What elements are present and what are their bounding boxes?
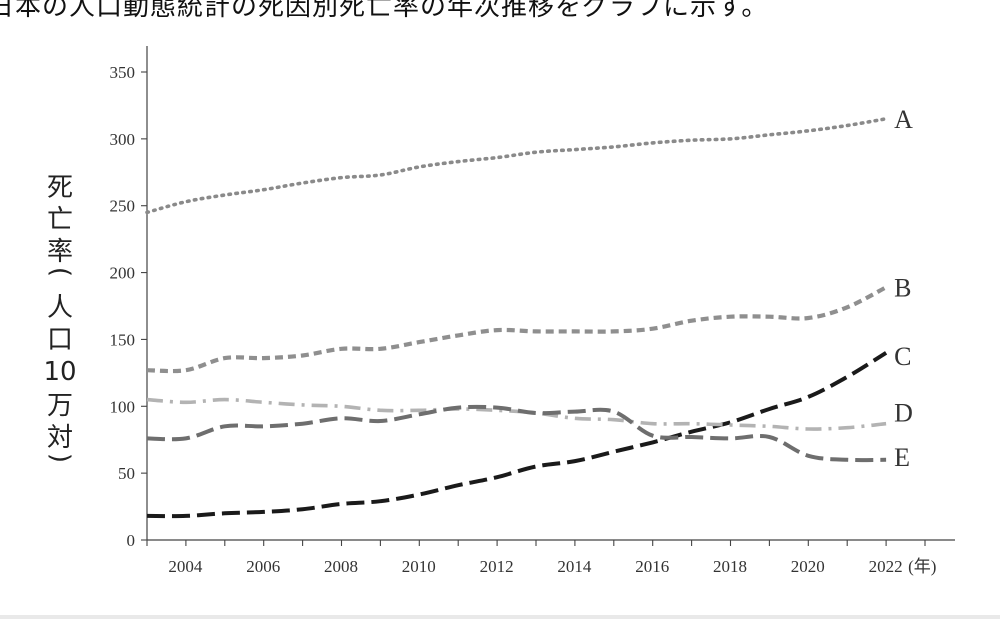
y-tick-label: 150 xyxy=(110,330,136,349)
series-line-e xyxy=(146,404,887,463)
x-tick-label: 2014 xyxy=(557,557,592,576)
series-label-a: A xyxy=(894,105,913,134)
y-tick-label: 250 xyxy=(110,197,136,216)
x-tick-label: 2012 xyxy=(480,557,514,576)
series-line-b xyxy=(146,285,888,374)
series-label-d: D xyxy=(894,399,913,428)
caption: 日本の人口動態統計の死因別死亡率の年次推移をグラフに示す。 xyxy=(0,0,769,22)
y-tick-label: 100 xyxy=(110,397,136,416)
series-label-c: C xyxy=(894,342,911,371)
y-label-char: 亡 xyxy=(47,205,73,235)
series-label-b: B xyxy=(894,273,911,302)
x-axis-unit: (年) xyxy=(908,557,936,576)
y-tick-label: 0 xyxy=(127,531,136,550)
x-tick-label: 2018 xyxy=(713,557,747,576)
x-tick-label: 2008 xyxy=(324,557,358,576)
x-tick-label: 2016 xyxy=(635,557,669,576)
y-tick-label: 350 xyxy=(110,63,136,82)
y-label-char: 率 xyxy=(47,237,73,267)
series-line-d xyxy=(146,397,887,431)
y-label-char: 対 xyxy=(47,423,73,453)
x-tick-label: 2004 xyxy=(168,557,203,576)
y-tick-label: 200 xyxy=(110,264,136,283)
y-tick-label: 50 xyxy=(118,464,135,483)
footer-divider xyxy=(0,615,1000,619)
y-tick-label: 300 xyxy=(110,130,136,149)
series-line-c xyxy=(146,351,888,519)
x-tick-label: 2006 xyxy=(246,557,280,576)
y-label-paren: ) xyxy=(45,453,75,463)
series-label-e: E xyxy=(894,443,910,472)
x-tick-label: 2020 xyxy=(791,557,825,576)
series-labels: A B CDE xyxy=(894,105,913,472)
x-tick-label: 2010 xyxy=(402,557,436,576)
y-ticks: 0 50 100 150 200 250 300 350 xyxy=(110,63,147,550)
y-label-char: 死 xyxy=(47,173,73,203)
y-label-char: 人 xyxy=(47,293,73,323)
series-line-a xyxy=(145,117,888,215)
y-label-char: 万 xyxy=(47,391,73,421)
series-group xyxy=(145,117,888,519)
x-ticks: 2004 2006 2008 2010 2012 2014 2016 2018 2020 2022… xyxy=(146,540,936,576)
y-label-paren: ( xyxy=(45,267,75,277)
x-tick-label: 2022 xyxy=(869,557,903,576)
y-label-char: 口 xyxy=(47,325,73,355)
y-label-char: 10 xyxy=(43,357,76,387)
axes xyxy=(146,46,955,541)
